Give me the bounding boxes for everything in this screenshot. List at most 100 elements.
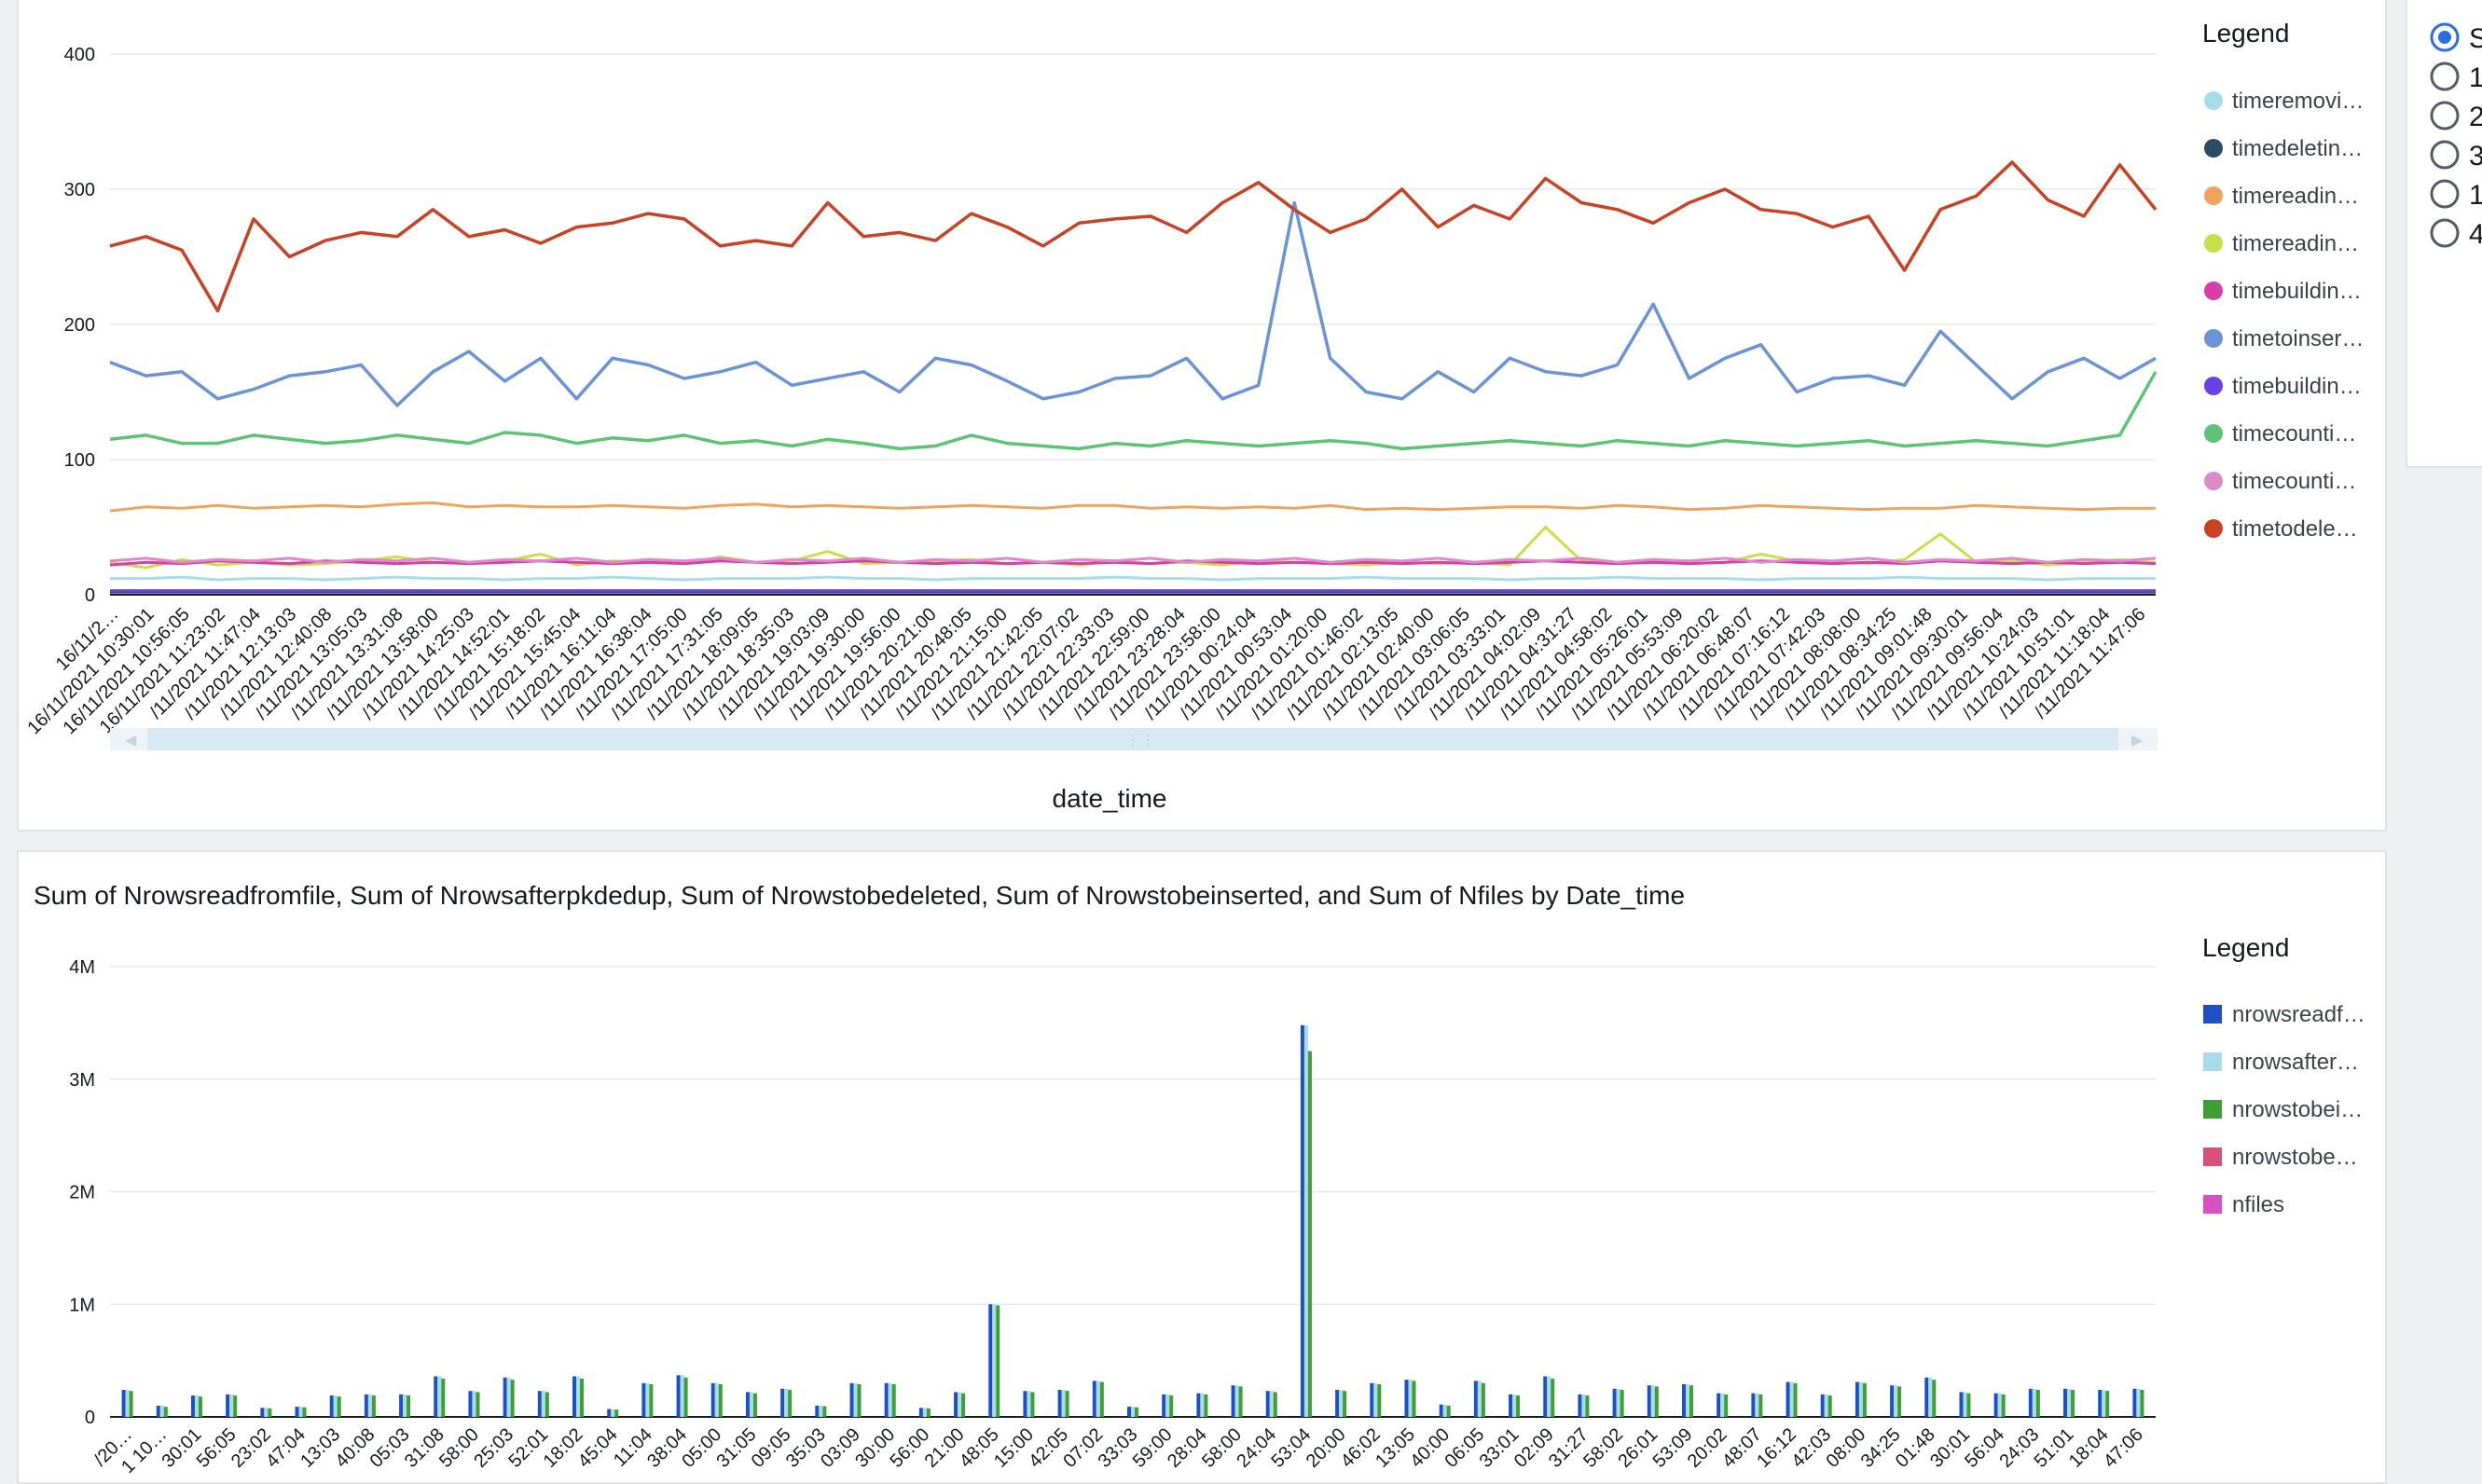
legend-item[interactable]: nrowsreadf… xyxy=(2203,1002,2365,1027)
bar-nrowsafter[interactable] xyxy=(2032,1388,2036,1417)
bar-nrowsafter[interactable] xyxy=(1858,1381,1863,1417)
legend-item[interactable]: nrowstobe… xyxy=(2203,1145,2358,1170)
bar-nrowsafter[interactable] xyxy=(1685,1383,1689,1417)
bar-nrowstobei[interactable] xyxy=(1065,1391,1069,1417)
bar-nrowsafter[interactable] xyxy=(1408,1380,1413,1417)
bar-nrowsreadf[interactable] xyxy=(295,1407,299,1417)
bar-nrowstobei[interactable] xyxy=(1204,1394,1208,1417)
bar-nrowstobei[interactable] xyxy=(1620,1390,1624,1417)
legend-item[interactable]: timecounti… xyxy=(2204,421,2356,447)
scroll-left-icon[interactable]: ◀ xyxy=(125,733,137,749)
bar-nrowstobei[interactable] xyxy=(1238,1386,1243,1417)
radio-option[interactable]: 1 xyxy=(2430,179,2482,211)
legend-item[interactable]: timetoinser… xyxy=(2204,326,2364,351)
series-line-1[interactable] xyxy=(110,575,2156,582)
bar-nrowstobei[interactable] xyxy=(752,1393,757,1417)
bar-nrowsafter[interactable] xyxy=(2067,1388,2072,1417)
bar-nrowstobei[interactable] xyxy=(1932,1380,1937,1417)
bar-nrowstobei[interactable] xyxy=(268,1408,272,1417)
bar-nrowsafter[interactable] xyxy=(680,1375,684,1417)
bar-nrowsreadf[interactable] xyxy=(1751,1393,1756,1417)
bar-nrowstobei[interactable] xyxy=(1827,1395,1832,1417)
radio-unselected-icon[interactable] xyxy=(2430,62,2460,91)
bar-nrowstobei[interactable] xyxy=(233,1395,238,1417)
bar-nrowsreadf[interactable] xyxy=(2132,1388,2137,1417)
bar-nrowsreadf[interactable] xyxy=(1162,1394,1166,1417)
bar-nrowsreadf[interactable] xyxy=(1855,1381,1859,1417)
bar-nrowsafter[interactable] xyxy=(159,1405,164,1417)
bar-nrowsreadf[interactable] xyxy=(503,1377,507,1417)
bar-nrowsafter[interactable] xyxy=(2102,1390,2106,1417)
bar-nrowsreadf[interactable] xyxy=(1509,1394,1513,1417)
bar-nrowsafter[interactable] xyxy=(1373,1382,1378,1417)
bar-nrowsafter[interactable] xyxy=(1131,1407,1135,1417)
bar-nrowsreadf[interactable] xyxy=(1370,1382,1374,1417)
bar-nrowstobei[interactable] xyxy=(1135,1407,1138,1417)
bar-nrowsreadf[interactable] xyxy=(1786,1381,1790,1417)
bar-nrowsafter[interactable] xyxy=(749,1392,753,1417)
bar-nrowstobei[interactable] xyxy=(1724,1394,1729,1417)
bar-nrowsreadf[interactable] xyxy=(1023,1391,1027,1417)
bar-nrowstobei[interactable] xyxy=(649,1383,654,1417)
bar-nrowstobei[interactable] xyxy=(476,1392,480,1417)
bar-nrowsreadf[interactable] xyxy=(190,1395,195,1417)
bar-nrowsreadf[interactable] xyxy=(1127,1407,1131,1417)
bar-nrowsreadf[interactable] xyxy=(468,1391,473,1417)
bar-nrowsreadf[interactable] xyxy=(1404,1380,1409,1417)
bar-nrowsreadf[interactable] xyxy=(1473,1381,1478,1417)
bar-nrowsreadf[interactable] xyxy=(1681,1383,1686,1417)
bar-nrowsreadf[interactable] xyxy=(1300,1024,1304,1417)
bar-nrowstobei[interactable] xyxy=(2071,1390,2075,1417)
bar-nrowstobei[interactable] xyxy=(1377,1383,1382,1417)
bar-nrowsreadf[interactable] xyxy=(1578,1394,1582,1417)
bar-nrowsreadf[interactable] xyxy=(1439,1404,1443,1417)
radio-option[interactable]: S xyxy=(2430,22,2482,54)
bar-nrowstobei[interactable] xyxy=(163,1407,168,1417)
bar-nrowsreadf[interactable] xyxy=(434,1376,438,1417)
bar-nrowsreadf[interactable] xyxy=(1196,1393,1201,1417)
bar-nrowsafter[interactable] xyxy=(194,1395,199,1417)
bar-nrowstobei[interactable] xyxy=(441,1378,446,1417)
line-chart-legend[interactable]: timeremovi… timedeletin… timereadin… timere… xyxy=(2204,89,2364,542)
series-line-3[interactable] xyxy=(109,501,2156,513)
x-axis-scrollbar[interactable]: ◀ ▶ ⋮⋮ xyxy=(110,728,2158,750)
bar-nrowstobei[interactable] xyxy=(2140,1390,2144,1417)
radio-option[interactable]: 1 xyxy=(2430,62,2482,93)
bar-nrowstobei[interactable] xyxy=(302,1407,307,1417)
radio-option[interactable]: 3 xyxy=(2430,140,2482,172)
bar-nrowstobei[interactable] xyxy=(1654,1386,1659,1417)
bar-nrowsafter[interactable] xyxy=(922,1408,927,1417)
radio-option[interactable]: 2 xyxy=(2430,101,2482,132)
bar-nrowsreadf[interactable] xyxy=(2098,1390,2103,1417)
bar-nrowsafter[interactable] xyxy=(1442,1404,1447,1417)
bar-nrowsreadf[interactable] xyxy=(1335,1390,1340,1417)
bar-nrowstobei[interactable] xyxy=(2105,1391,2110,1417)
series-line-9[interactable] xyxy=(109,556,2157,564)
bar-nrowsafter[interactable] xyxy=(1165,1394,1170,1417)
bar-nrowsreadf[interactable] xyxy=(884,1382,889,1417)
bar-nrowstobei[interactable] xyxy=(961,1393,966,1417)
bar-nrowsreadf[interactable] xyxy=(2063,1388,2068,1417)
bar-nrowstobei[interactable] xyxy=(1307,1051,1312,1417)
bar-nrowsafter[interactable] xyxy=(1269,1391,1274,1417)
bar-nrowsreadf[interactable] xyxy=(745,1392,750,1417)
bar-nrowsreadf[interactable] xyxy=(1717,1393,1721,1417)
bar-nrowstobei[interactable] xyxy=(1758,1394,1763,1417)
bar-chart-legend[interactable]: nrowsreadf… nrowsafter… nrowstobei… nrowsto… xyxy=(2203,1002,2365,1217)
bar-nrowsreadf[interactable] xyxy=(815,1405,820,1417)
bar-nrowsreadf[interactable] xyxy=(1647,1385,1651,1417)
legend-item[interactable]: nfiles xyxy=(2203,1192,2284,1217)
bar-nrowsafter[interactable] xyxy=(1616,1388,1620,1417)
bar-nrowstobei[interactable] xyxy=(1862,1382,1867,1417)
legend-item[interactable]: timetodele… xyxy=(2204,516,2358,542)
bar-nrowsafter[interactable] xyxy=(611,1408,615,1417)
bar-nrowsafter[interactable] xyxy=(437,1376,442,1417)
scroll-right-icon[interactable]: ▶ xyxy=(2131,733,2144,749)
bar-nrowstobei[interactable] xyxy=(614,1409,619,1417)
bar-nrowsafter[interactable] xyxy=(125,1390,130,1417)
bar-nrowsafter[interactable] xyxy=(645,1382,650,1417)
legend-item[interactable]: timedeletin… xyxy=(2204,136,2363,161)
legend-item[interactable]: timeremovi… xyxy=(2204,89,2364,114)
bar-nrowsafter[interactable] xyxy=(1581,1394,1586,1417)
radio-unselected-icon[interactable] xyxy=(2430,140,2460,170)
